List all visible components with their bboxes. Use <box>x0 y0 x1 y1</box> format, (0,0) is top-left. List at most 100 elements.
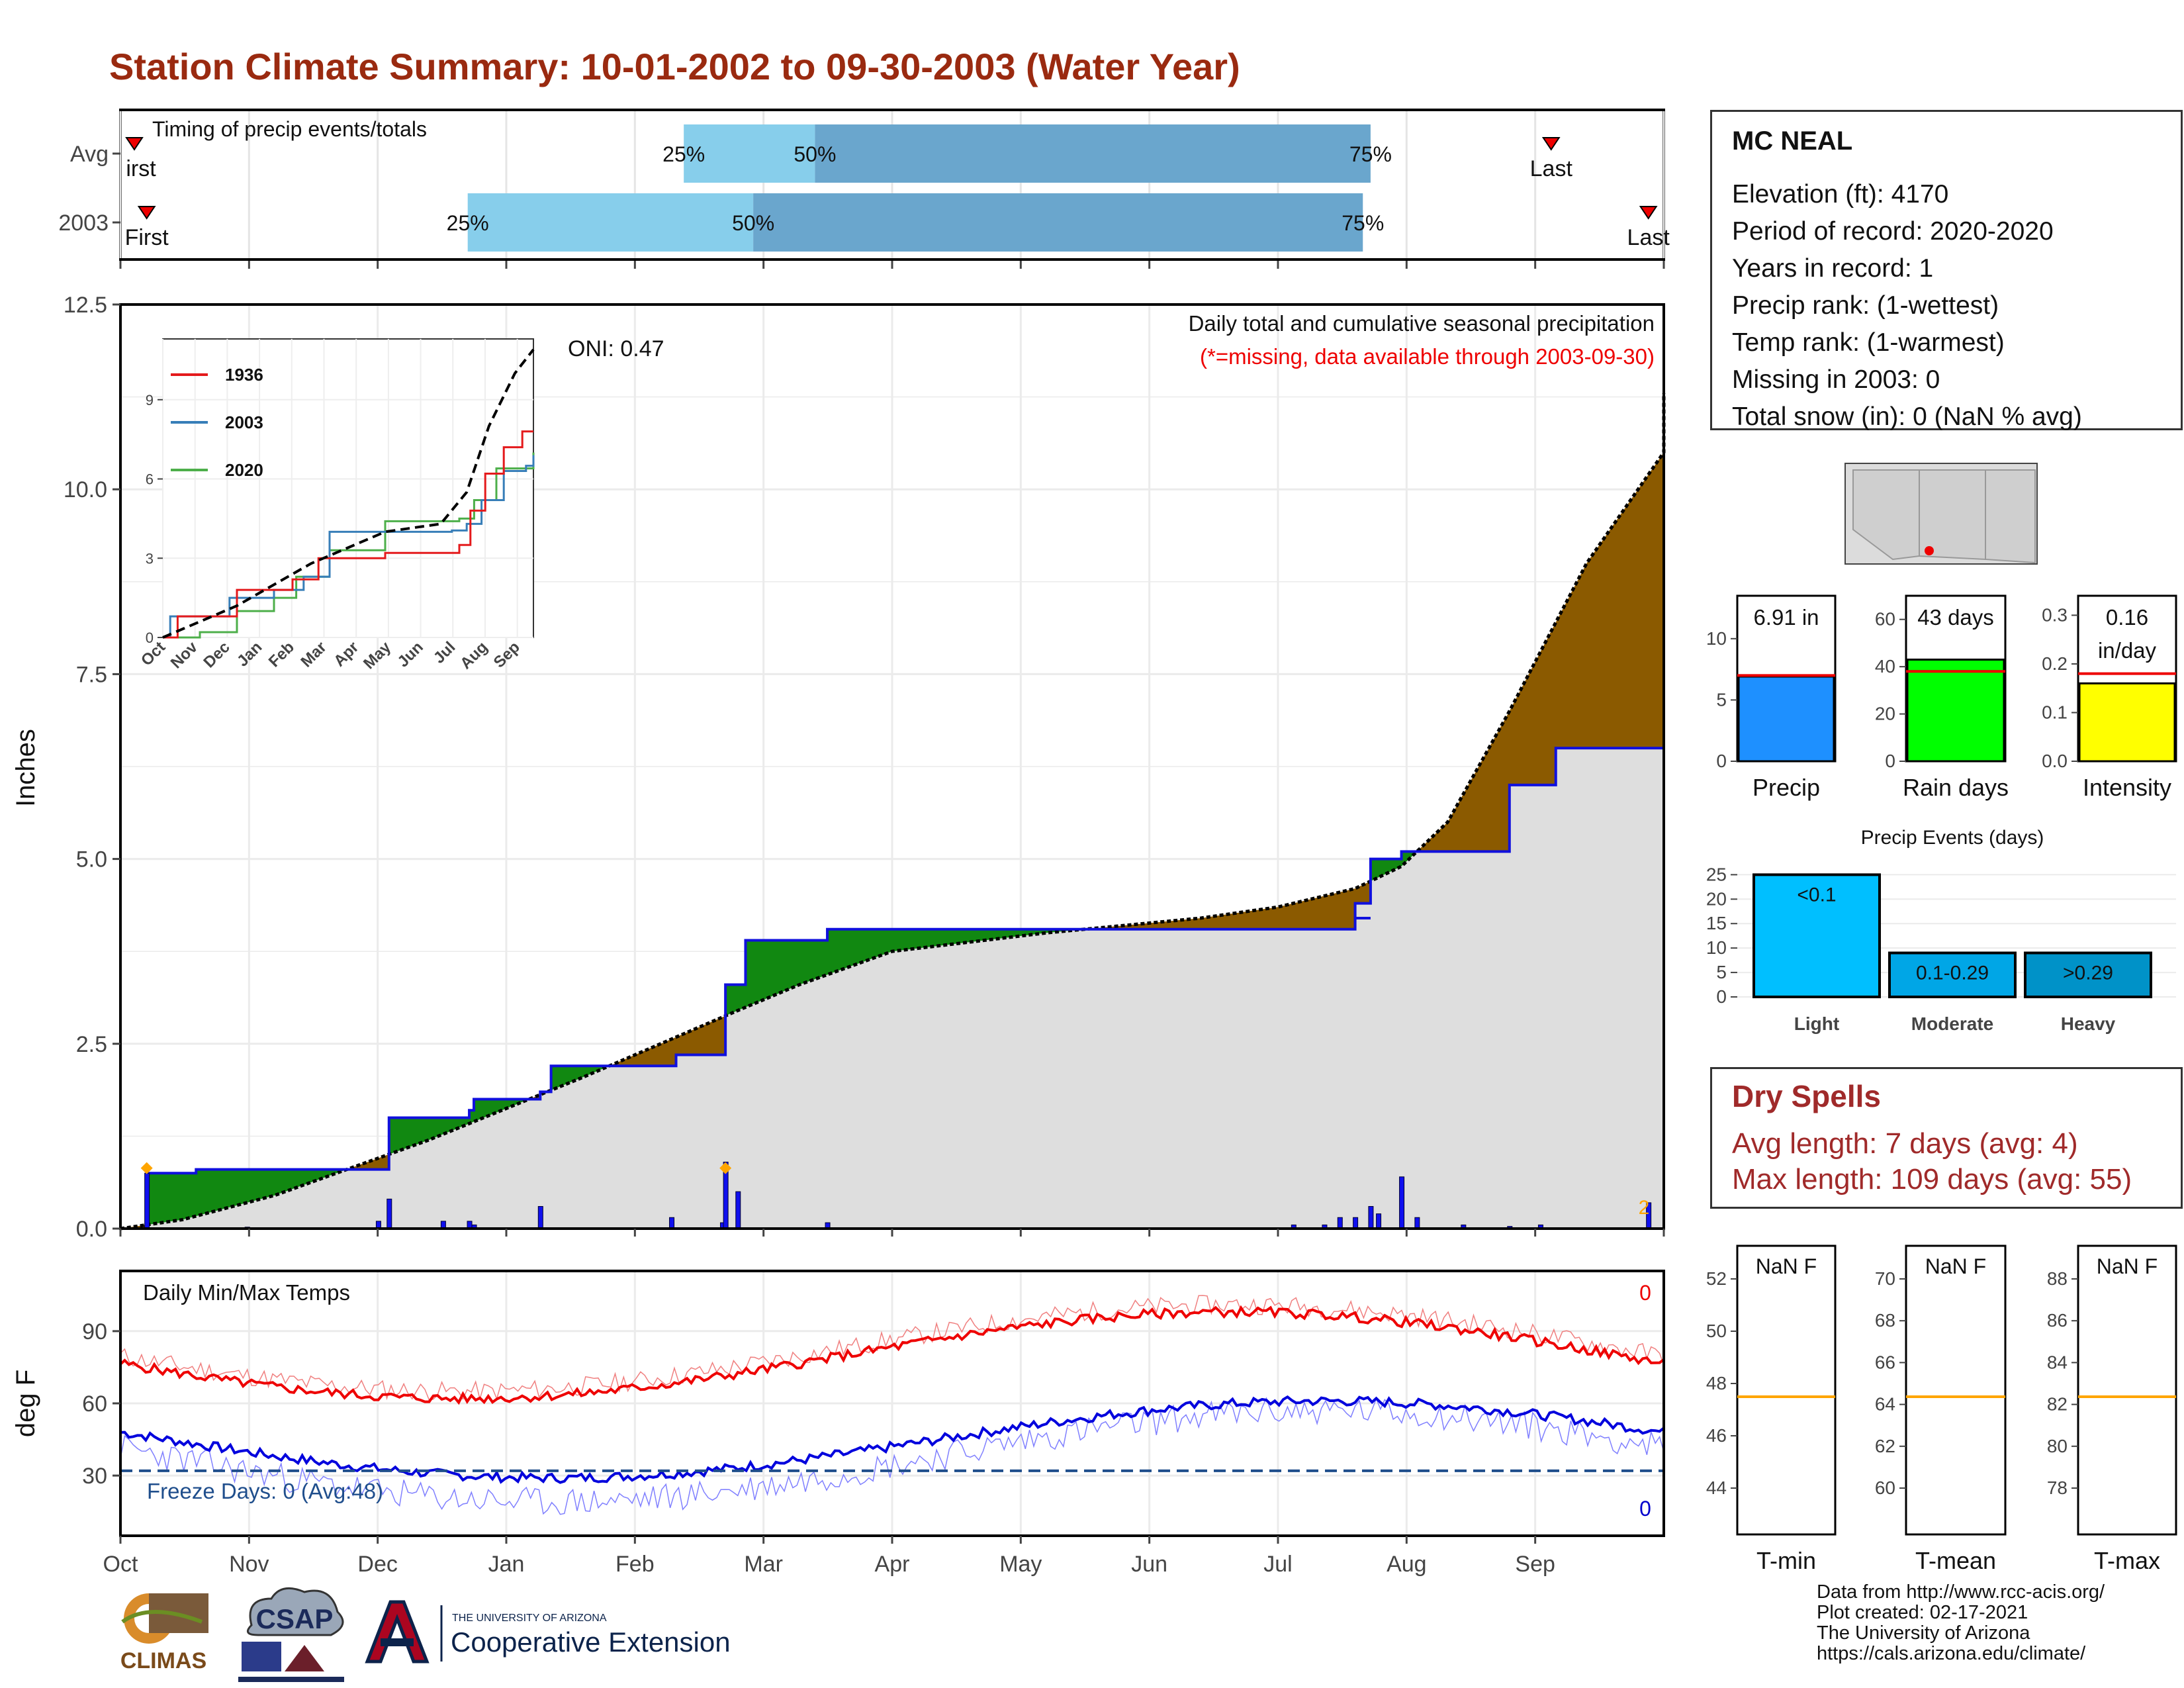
ua-large-text: Cooperative Extension <box>451 1626 731 1658</box>
temp-box-label: T-mean <box>1915 1547 1996 1574</box>
temp-box-ytick-label: 48 <box>1706 1373 1727 1393</box>
footer-line: https://cals.arizona.edu/climate/ <box>1817 1643 2086 1664</box>
timing-row-label: Avg <box>70 142 109 167</box>
first-event-label: First <box>125 225 169 250</box>
precip-subtitle: Daily total and cumulative seasonal prec… <box>1189 311 1655 336</box>
station-info-box: MC NEAL Elevation (ft): 4170 Period of r… <box>1710 110 2183 431</box>
temps-month-label: Aug <box>1387 1552 1427 1577</box>
precip-ytick-label: 0.0 <box>76 1217 107 1242</box>
dry-spells-box: Dry Spells Avg length: 7 days (avg: 4) M… <box>1710 1067 2183 1209</box>
climas-logo-graphic: CLIMAS <box>120 1593 208 1673</box>
temp-box-ytick-label: 46 <box>1706 1425 1727 1446</box>
daily-precip-bar <box>387 1198 392 1229</box>
station-period: Period of record: 2020-2020 <box>1732 217 2054 246</box>
summary-bar-label: Rain days <box>1903 774 2009 801</box>
precip-events-title: Precip Events (days) <box>1861 827 2044 849</box>
temps-label: Daily Min/Max Temps <box>143 1280 350 1305</box>
tmin-daily-line <box>120 1397 1664 1515</box>
timing-percent-label: 25% <box>662 142 705 166</box>
climas-logo[interactable]: CLIMAS <box>109 1582 218 1681</box>
precip-events-chart: 0 5 10 15 20 25 <0.1 Light 0.1-0.29 Moderate >0.29… <box>1706 827 2176 1034</box>
temp-box-ytick-label: 52 <box>1706 1268 1727 1289</box>
precip-events-ytick-label: 0 <box>1716 986 1727 1007</box>
timing-bar-25-50 <box>467 193 754 252</box>
station-missing: Missing in 2003: 0 <box>1732 365 1940 394</box>
temp-box-label: T-max <box>2094 1547 2160 1574</box>
daily-precip-bar <box>1399 1176 1405 1229</box>
temps-ytick-label: 60 <box>82 1391 107 1417</box>
precip-events-ytick-label: 5 <box>1716 962 1727 982</box>
temp-box-ytick-label: 64 <box>1875 1394 1895 1415</box>
temps-month-label: Mar <box>744 1552 783 1577</box>
temps-month-label: May <box>999 1552 1042 1577</box>
map-state-tx <box>1985 469 2036 564</box>
summary-ytick-label: 0 <box>1716 751 1727 771</box>
precip-events-category: Light <box>1794 1013 1839 1034</box>
temp-box-t-min: 44 46 48 50 52 NaN F T-min <box>1706 1244 1837 1574</box>
timing-percent-label: 50% <box>732 211 774 235</box>
precip-ytick-label: 2.5 <box>76 1032 107 1057</box>
temps-ylabel: deg F <box>11 1370 40 1437</box>
precip-events-bar <box>1752 873 1881 999</box>
temp-box-label: T-min <box>1756 1547 1816 1574</box>
daily-precip-bar <box>1368 1205 1374 1229</box>
station-name: MC NEAL <box>1732 126 1853 156</box>
footer-credits: Data from http://www.rcc-acis.org/ Plot … <box>1817 1582 2105 1664</box>
daily-precip-bar <box>735 1191 741 1229</box>
temps-gridlines <box>119 1271 1665 1536</box>
precip-ytick-label: 5.0 <box>76 847 107 872</box>
temp-box-frame <box>1905 1244 2007 1536</box>
temp-box-ytick-label: 44 <box>1706 1477 1727 1498</box>
heavy-event-marker <box>719 1162 732 1174</box>
university-of-arizona-logo[interactable]: THE UNIVERSITY OF ARIZONA Cooperative Ex… <box>361 1599 745 1671</box>
timing-bar-50-75 <box>815 124 1371 183</box>
tmax-avg-line <box>119 1305 1665 1405</box>
precip-ytick-label: 10.0 <box>64 477 107 502</box>
station-elevation: Elevation (ft): 4170 <box>1732 180 1949 209</box>
inset-legend-label: 2020 <box>225 460 263 480</box>
precip-ylabel: Inches <box>11 729 40 807</box>
temp-box-ytick-label: 88 <box>2047 1268 2068 1289</box>
last-event-marker <box>1639 206 1658 220</box>
ua-small-text: THE UNIVERSITY OF ARIZONA <box>452 1613 607 1624</box>
station-temp-rank: Temp rank: (1-warmest) <box>1732 328 2005 357</box>
temp-box-ytick-label: 80 <box>2047 1436 2068 1456</box>
temp-box-value: NaN F <box>2097 1254 2158 1278</box>
temp-box-ytick-label: 66 <box>1875 1352 1895 1372</box>
tmax-count: 0 <box>1639 1281 1651 1305</box>
station-location-marker <box>1925 546 1934 555</box>
avg-cumulative-line <box>120 393 1666 1231</box>
summary-bar-value-label: 43 days <box>1917 605 1994 630</box>
temps-month-label: Jul <box>1263 1552 1292 1577</box>
temp-box-ytick-label: 68 <box>1875 1310 1895 1331</box>
temps-month-label: Feb <box>615 1552 655 1577</box>
precip-events-category: Heavy <box>2061 1013 2116 1034</box>
inset-series-1936-line <box>163 430 533 639</box>
last-event-marker <box>1541 137 1561 151</box>
climas-logo-text: CLIMAS <box>120 1648 206 1673</box>
temps-ytick-label: 30 <box>82 1464 107 1489</box>
daily-precip-bar <box>669 1217 675 1229</box>
csap-logo[interactable]: CSAP <box>232 1579 351 1685</box>
summary-ytick-label: 20 <box>1875 704 1895 724</box>
temps-month-label: Apr <box>875 1552 910 1577</box>
temp-box-ytick-label: 62 <box>1875 1436 1895 1456</box>
temps-ytick-label: 90 <box>82 1319 107 1344</box>
inset-ytick-label: 0 <box>146 630 154 646</box>
timing-row-label: 2003 <box>58 211 109 236</box>
last-event-label: Last <box>1530 156 1573 181</box>
inset-ytick-label: 9 <box>146 392 154 408</box>
csap-logo-graphic: CSAP <box>238 1587 344 1682</box>
precip-events-bar <box>1888 951 2017 998</box>
temps-month-label: Dec <box>357 1552 397 1577</box>
temp-box-ytick-label: 84 <box>2047 1352 2068 1372</box>
precip-events-ytick-label: 15 <box>1706 913 1727 933</box>
summary-bar-rain-days: 0 20 40 60 43 days Rain days <box>1875 594 2009 801</box>
first-event-marker <box>125 137 144 151</box>
temp-box-t-max: 78 80 82 84 86 88 NaN F T-max <box>2047 1244 2177 1574</box>
temp-box-ytick-label: 86 <box>2047 1310 2068 1331</box>
location-map <box>1844 463 2038 565</box>
first-event-label: irst <box>126 156 156 181</box>
